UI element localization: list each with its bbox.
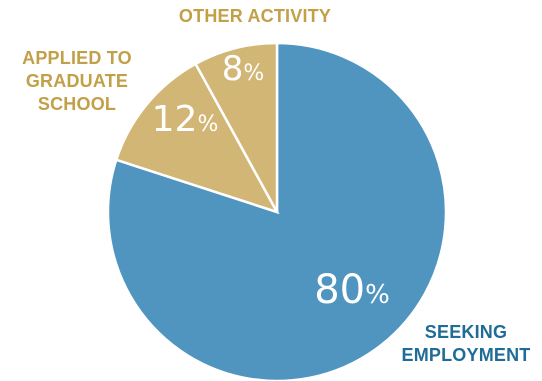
- pie-slice-0: [106, 41, 448, 381]
- pie-slice-0-unit: %: [365, 280, 390, 310]
- pie-slice-0-label: SEEKING EMPLOYMENT: [401, 322, 530, 365]
- pie-slices: [106, 41, 448, 381]
- pie-percent-labels: 80%12%8%: [152, 49, 390, 313]
- pie-slice-2: [193, 41, 279, 213]
- pie-slice-2-label: OTHER ACTIVITY: [179, 6, 331, 26]
- pie-slice-1-label: APPLIED TO GRADUATE SCHOOL: [22, 48, 132, 114]
- pie-slice-1-label-line-0: APPLIED TO: [22, 48, 132, 68]
- pie-slice-0-label-line-1: EMPLOYMENT: [401, 345, 530, 365]
- pie-slice-0-percent: 80%: [314, 267, 390, 313]
- pie-slice-1: [114, 62, 280, 215]
- pie-slice-1-label-line-2: SCHOOL: [38, 94, 116, 114]
- pie-slice-2-percent: 8%: [222, 49, 265, 89]
- pie-category-labels: SEEKING EMPLOYMENT APPLIED TO GRADUATE SCHOO…: [22, 6, 530, 365]
- pie-slice-2-label-line-0: OTHER ACTIVITY: [179, 6, 331, 26]
- pie-slice-0-label-line-0: SEEKING: [425, 322, 507, 342]
- pie-slice-2-value: 8: [222, 49, 244, 89]
- pie-slice-1-value: 12: [152, 99, 198, 140]
- pie-slice-1-percent: 12%: [152, 99, 219, 140]
- pie-slice-1-unit: %: [197, 112, 218, 137]
- pie-slice-1-label-line-1: GRADUATE: [26, 71, 128, 91]
- pie-slice-2-unit: %: [243, 61, 264, 86]
- pie-slice-0-value: 80: [314, 267, 365, 313]
